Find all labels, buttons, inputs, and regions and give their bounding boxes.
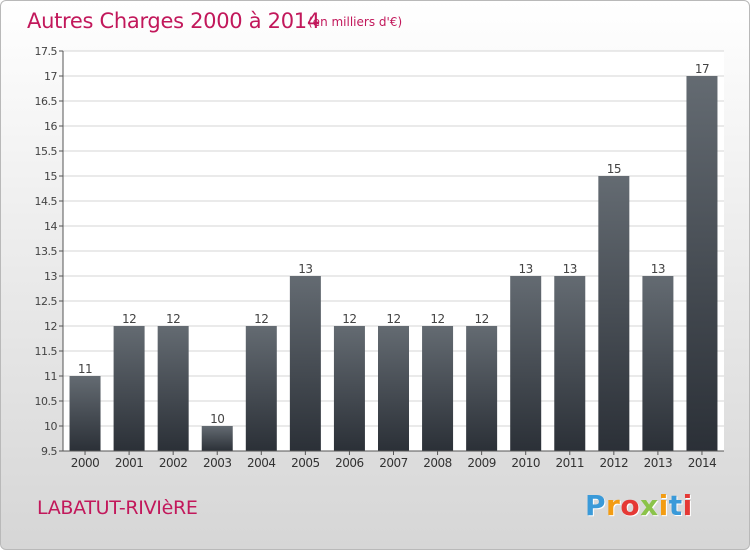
axes: 9.5 10 10.5 11 11.5 12 12.5 13 13.5 14 14.5 15 15.5 1… [35,45,724,470]
y-tick-label: 13.5 [35,245,58,258]
y-tick-label: 17 [44,70,57,83]
data-label: 13 [298,262,312,276]
x-tick-label: 2010 [511,456,540,470]
x-tick-label: 2009 [467,456,496,470]
logo-letter: P [585,489,607,522]
data-label: 17 [695,62,709,76]
data-label: 12 [474,312,488,326]
data-label: 12 [254,312,268,326]
y-tick-label: 16.5 [35,95,58,108]
bar [466,326,498,451]
x-tick-label: 2014 [688,456,717,470]
x-tick-label: 2011 [555,456,584,470]
logo-letter: o [620,489,641,522]
bar [113,326,145,451]
x-tick-label: 2013 [644,456,673,470]
x-tick-label: 2007 [379,456,408,470]
y-tick-label: 11.5 [35,345,58,358]
data-label: 10 [210,412,224,426]
bar [157,326,189,451]
y-tick-label: 10.5 [35,395,58,408]
y-tick-label: 14.5 [35,195,58,208]
bar [510,276,542,451]
logo-letter: i [658,489,669,522]
y-tick-label: 12.5 [35,295,58,308]
x-tick-label: 2006 [335,456,364,470]
x-tick-label: 2005 [291,456,320,470]
x-tick-label: 2001 [115,456,144,470]
x-tick-label: 2002 [159,456,188,470]
data-label: 12 [430,312,444,326]
y-tick-label: 15 [44,170,57,183]
x-tick-label: 2004 [247,456,276,470]
data-label: 11 [78,362,92,376]
data-label: 13 [651,262,665,276]
data-label: 12 [122,312,136,326]
data-label: 15 [607,162,621,176]
logo-letter: i [682,489,693,522]
data-label: 12 [342,312,356,326]
x-tick-label: 2008 [423,456,452,470]
x-tick-label: 2012 [600,456,629,470]
bar [422,326,454,451]
proxiti-logo: Proxiti [585,489,693,522]
data-label: 12 [166,312,180,326]
bar [245,326,277,451]
bar [201,426,233,451]
chart-subtitle: (en milliers d'€) [308,15,403,29]
logo-letter: t [668,489,683,522]
logo-letter: x [640,489,659,522]
x-tick-label: 2000 [71,456,100,470]
bar [686,76,718,451]
y-tick-label: 9.5 [41,445,57,458]
data-label: 12 [386,312,400,326]
chart-title: Autres Charges 2000 à 2014 [27,9,320,33]
commune-name: LABATUT-RIVIèRE [37,497,198,519]
bar [598,176,630,451]
bar [642,276,674,451]
x-tick-label: 2003 [203,456,232,470]
y-tick-label: 17.5 [35,45,58,58]
data-label: 13 [563,262,577,276]
y-tick-label: 15.5 [35,145,58,158]
bar [333,326,365,451]
bar [69,376,101,451]
y-tick-label: 14 [44,220,57,233]
bar [289,276,321,451]
y-tick-label: 12 [44,320,57,333]
y-tick-label: 13 [44,270,57,283]
bars: 11 12 12 10 12 13 12 12 12 12 13 13 15 13 17 [69,62,718,451]
data-label: 13 [519,262,533,276]
y-tick-label: 16 [44,120,57,133]
y-tick-label: 11 [44,370,57,383]
y-tick-label: 10 [44,420,57,433]
logo-letter: r [606,489,621,522]
bar [554,276,586,451]
bar [378,326,409,451]
